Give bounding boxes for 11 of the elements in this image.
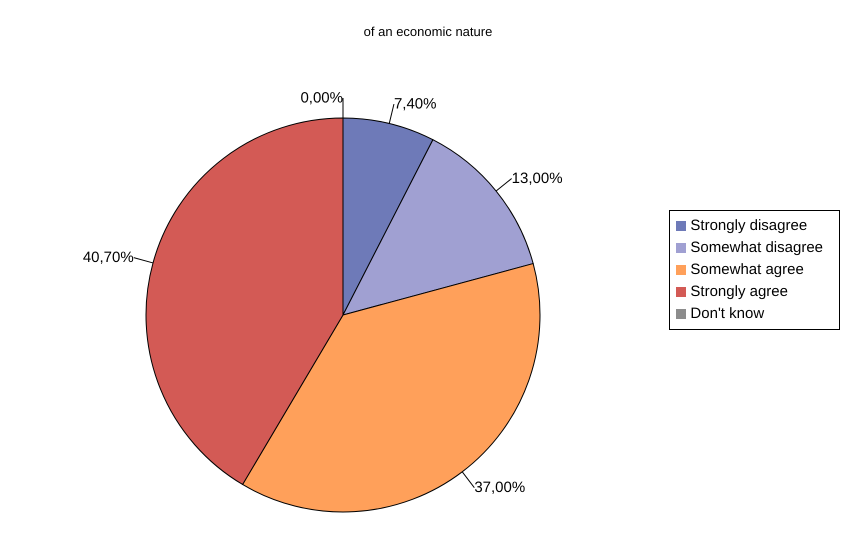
data-label: 13,00% <box>512 170 563 187</box>
legend-label: Somewhat agree <box>690 260 804 278</box>
data-label: 40,70% <box>82 249 134 266</box>
legend-label: Strongly disagree <box>690 216 808 234</box>
data-label: 37,00% <box>474 479 526 496</box>
legend-label: Somewhat disagree <box>690 238 823 256</box>
data-label: 7,40% <box>394 96 436 113</box>
chart-title: of an economic nature <box>362 24 494 39</box>
text: 0,00% <box>300 90 343 106</box>
legend-label: Don't know <box>690 304 764 322</box>
legend-label: Strongly agree <box>690 282 788 300</box>
